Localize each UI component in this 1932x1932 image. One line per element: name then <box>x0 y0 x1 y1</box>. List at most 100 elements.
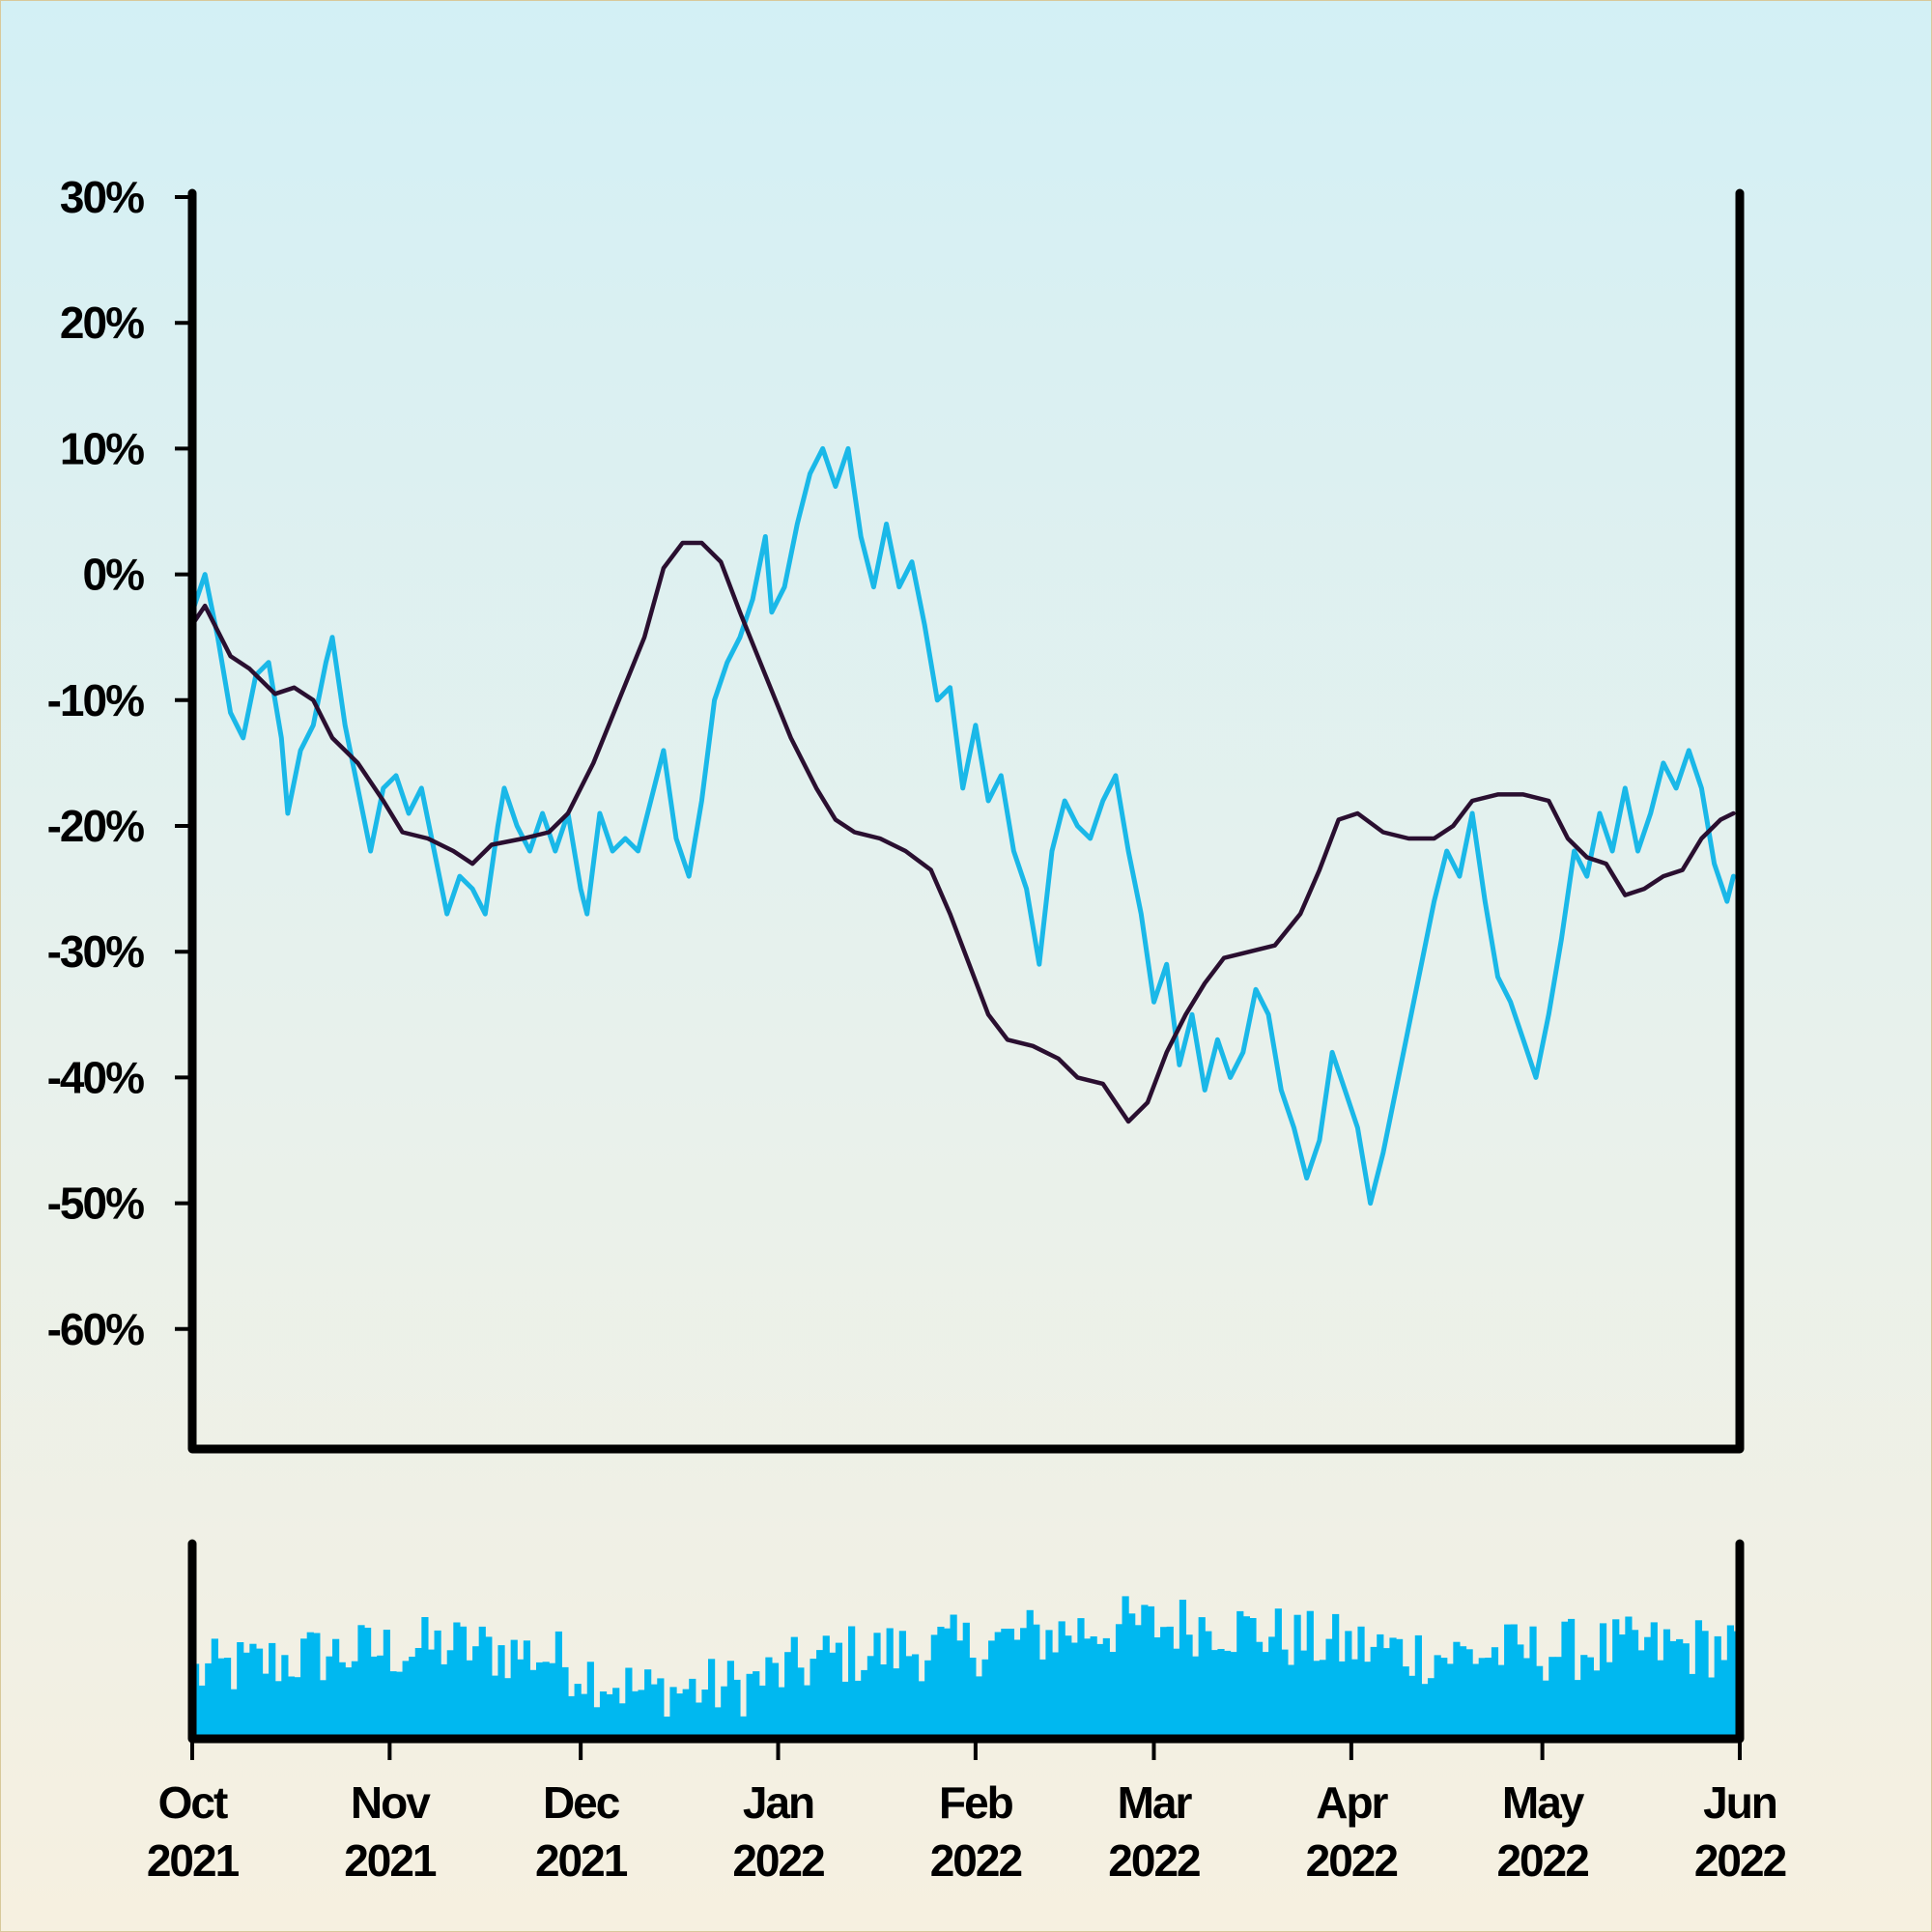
volume-bar <box>1637 1650 1645 1739</box>
volume-bar <box>497 1645 505 1739</box>
volume-bar <box>886 1628 894 1739</box>
volume-bar <box>1644 1636 1652 1739</box>
x-tick-month: Feb <box>939 1777 1013 1828</box>
volume-bar <box>1389 1637 1397 1739</box>
volume-bar <box>409 1657 416 1739</box>
x-tick-year: 2022 <box>1694 1835 1786 1886</box>
volume-bar <box>1249 1618 1257 1739</box>
volume-bar <box>1504 1624 1512 1739</box>
volume-bar <box>695 1702 702 1739</box>
volume-bar <box>867 1656 874 1739</box>
volume-bar <box>880 1664 888 1739</box>
volume-bar <box>338 1662 346 1739</box>
volume-bar <box>1586 1657 1594 1739</box>
volume-bar <box>287 1676 296 1739</box>
volume-bar <box>1510 1624 1518 1739</box>
volume-bar <box>714 1707 722 1739</box>
volume-bar <box>1338 1661 1346 1739</box>
volume-bar <box>402 1661 410 1739</box>
volume-bar <box>389 1671 397 1739</box>
volume-bar <box>911 1654 920 1739</box>
volume-bar <box>1402 1666 1409 1739</box>
volume-bar <box>529 1669 537 1739</box>
volume-bar <box>1052 1652 1060 1739</box>
volume-bar <box>306 1632 314 1739</box>
plot-frames <box>187 188 1745 1744</box>
volume-bar <box>1001 1629 1009 1739</box>
volume-bar <box>395 1671 404 1739</box>
volume-bar <box>1554 1657 1562 1739</box>
volume-bar <box>810 1659 817 1739</box>
volume-bar <box>1612 1619 1620 1739</box>
volume-bar <box>726 1661 734 1739</box>
volume-bar <box>198 1685 206 1739</box>
volume-bar <box>561 1666 569 1739</box>
volume-bar <box>370 1656 378 1739</box>
volume-bar <box>1287 1664 1295 1739</box>
volume-bar <box>549 1662 556 1739</box>
x-tick-year: 2022 <box>1496 1835 1588 1886</box>
volume-bar <box>217 1658 225 1739</box>
volume-bar <box>1325 1638 1333 1739</box>
series-lines <box>189 445 1736 1207</box>
volume-bar <box>1026 1609 1034 1739</box>
volume-bar <box>1198 1617 1206 1739</box>
volume-bar <box>1357 1626 1365 1739</box>
volume-bar <box>1708 1677 1716 1739</box>
volume-bar <box>523 1640 530 1739</box>
volume-bar <box>230 1689 238 1739</box>
volume-bar <box>1720 1660 1728 1739</box>
volume-bar <box>733 1679 741 1739</box>
volume-bar <box>650 1684 658 1739</box>
volume-bar <box>861 1669 868 1739</box>
volume-bar <box>962 1622 970 1739</box>
volume-bar <box>313 1633 321 1739</box>
x-tick-month: May <box>1502 1777 1585 1828</box>
volume-bar <box>1332 1613 1340 1739</box>
volume-bar <box>1077 1618 1085 1739</box>
volume-bar <box>829 1652 837 1739</box>
volume-bar <box>1694 1620 1703 1739</box>
volume-bar <box>459 1626 468 1739</box>
volume-bar <box>1134 1625 1142 1739</box>
volume-bar <box>357 1625 365 1739</box>
volume-bar <box>1274 1608 1282 1739</box>
volume-bar <box>517 1659 525 1739</box>
volume-bar <box>599 1691 608 1739</box>
volume-bar <box>950 1614 957 1739</box>
volume-bar <box>1377 1634 1384 1739</box>
volume-bar <box>1440 1658 1448 1739</box>
volume-bar <box>351 1661 358 1739</box>
volume-bar <box>1281 1649 1289 1739</box>
volume-bar <box>803 1685 811 1739</box>
volume-bar <box>1453 1641 1461 1739</box>
volume-bar <box>924 1660 932 1739</box>
volume-bar <box>1045 1630 1053 1739</box>
volume-bar <box>771 1662 780 1739</box>
volume-bar <box>797 1667 805 1739</box>
volume-bar <box>1102 1637 1110 1739</box>
volume-bar <box>669 1687 677 1739</box>
x-tick-year: 2022 <box>732 1835 824 1886</box>
volume-bar <box>721 1686 728 1739</box>
volume-bar <box>510 1639 518 1739</box>
volume-bar <box>784 1652 792 1739</box>
volume-bar <box>1038 1659 1046 1739</box>
volume-bar <box>326 1656 333 1739</box>
volume-bar <box>466 1660 473 1739</box>
volume-bar <box>1058 1621 1065 1739</box>
volume-bar <box>689 1678 696 1739</box>
volume-bar <box>472 1646 480 1739</box>
volume-bar <box>898 1631 906 1739</box>
y-tick-label: 30% <box>60 172 144 222</box>
volume-bar <box>1160 1627 1168 1739</box>
x-tick-year: 2021 <box>147 1835 240 1886</box>
volume-bar <box>1568 1618 1576 1739</box>
volume-bar <box>1364 1662 1372 1739</box>
volume-bar <box>1020 1628 1028 1739</box>
volume-bar <box>269 1642 276 1739</box>
volume-bar <box>981 1659 989 1739</box>
volume-bar <box>542 1662 550 1739</box>
volume-bar <box>377 1655 384 1739</box>
